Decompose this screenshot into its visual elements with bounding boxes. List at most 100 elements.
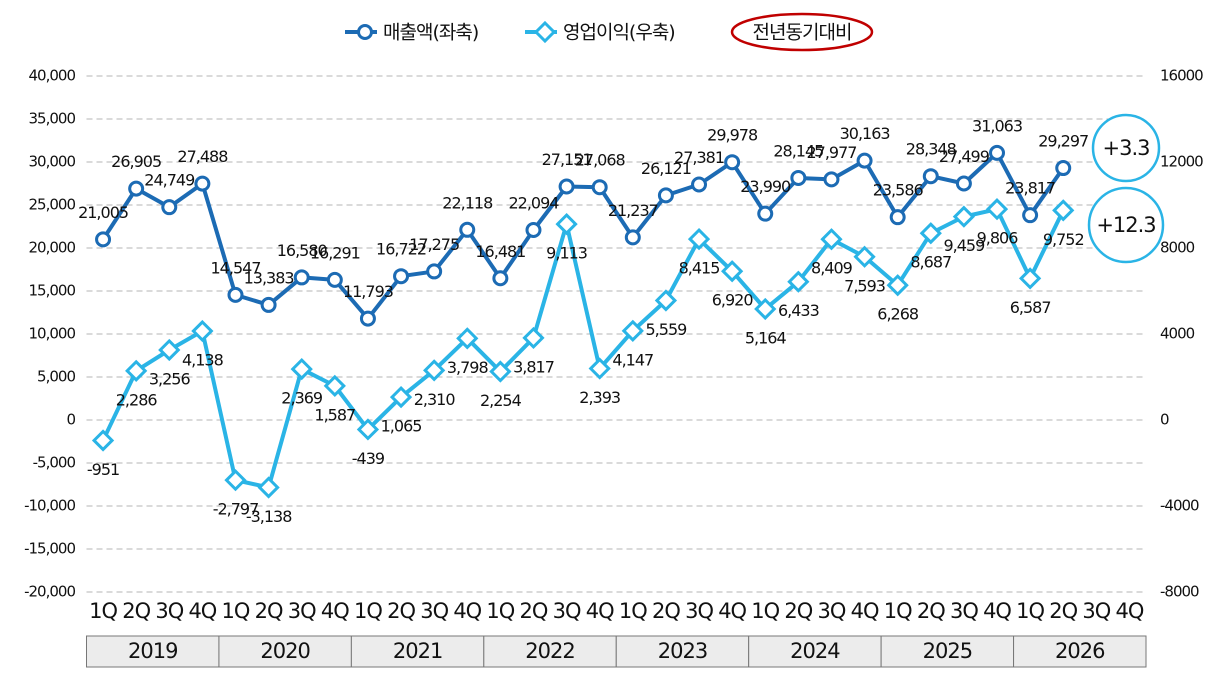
x-tick-label: 4Q (321, 599, 349, 623)
data-point (757, 205, 774, 222)
data-label: 27,068 (575, 151, 626, 170)
data-label: 16,580 (277, 241, 328, 260)
data-label: 26,905 (111, 152, 161, 171)
annotation: +12.3 (1096, 213, 1155, 237)
data-label: 27,151 (542, 150, 592, 169)
data-label: 9,113 (546, 244, 587, 263)
data-point (820, 228, 843, 251)
y-tick-label: 40,000 (29, 67, 76, 85)
data-label: 28,348 (906, 140, 957, 159)
data-point (125, 359, 148, 382)
data-label: 23,817 (1005, 179, 1055, 198)
data-label: 9,806 (977, 229, 1019, 248)
annotation-frame (1087, 186, 1165, 264)
year-label: 2026 (1055, 639, 1105, 663)
data-point (290, 357, 313, 381)
data-label: 2,369 (281, 389, 323, 408)
legend-label: 매출액(좌축) (383, 22, 478, 44)
data-point (621, 319, 644, 342)
data-label: 9,459 (943, 236, 985, 255)
x-tick-label: 2Q (122, 599, 150, 623)
x-tick-label: 1Q (222, 599, 250, 623)
data-point (91, 429, 115, 452)
data-point (356, 418, 380, 441)
data-point (1055, 160, 1072, 177)
x-tick-label: 1Q (751, 599, 779, 623)
x-tick-label: 4Q (851, 599, 879, 623)
data-point (591, 179, 608, 196)
data-label: 27,977 (806, 143, 856, 162)
x-tick-label: 4Q (586, 599, 614, 623)
data-label: 16,481 (475, 242, 525, 261)
data-point (323, 374, 346, 398)
data-label: 22,118 (442, 193, 493, 212)
data-label: 22,094 (508, 193, 559, 212)
data-point (194, 175, 211, 192)
data-label: 6,433 (778, 301, 819, 320)
data-point (787, 270, 810, 293)
data-label: 27,381 (674, 148, 724, 167)
data-label: 28,145 (773, 141, 823, 160)
data-point (260, 296, 277, 313)
y2-tick-label: 16000 (1160, 67, 1203, 85)
y2-tick-label: -4000 (1160, 497, 1199, 515)
y-tick-label: -15,000 (24, 540, 75, 558)
year-label: 2021 (393, 639, 442, 663)
data-point (459, 221, 476, 238)
x-tick-label: 4Q (453, 599, 481, 623)
data-point (721, 260, 744, 283)
data-label: 2,393 (579, 388, 620, 407)
year-label: 2019 (128, 639, 177, 663)
x-tick-label: 1Q (619, 599, 647, 623)
data-point (985, 198, 1009, 221)
data-point (886, 274, 909, 297)
x-tick-label: 3Q (1082, 599, 1110, 623)
data-point (790, 169, 807, 186)
x-tick-label: 1Q (1016, 599, 1044, 623)
x-tick-label: 4Q (188, 599, 216, 623)
year-label: 2024 (790, 639, 840, 663)
data-label: 3,798 (447, 358, 489, 377)
data-label: 8,409 (811, 259, 853, 278)
year-box (483, 635, 617, 668)
data-label: 2,310 (414, 390, 456, 409)
data-point (724, 154, 741, 171)
y-tick-label: 10,000 (29, 325, 76, 343)
data-point (856, 152, 873, 169)
data-label: 11,793 (343, 282, 393, 301)
year-label: 2020 (260, 639, 309, 663)
y2-tick-label: 4000 (1160, 325, 1195, 343)
x-tick-label: 3Q (420, 599, 448, 623)
x-tick-label: 4Q (983, 599, 1011, 623)
y-tick-label: -5,000 (33, 454, 76, 472)
annotation: +3.3 (1103, 136, 1150, 160)
y2-tick-label: 0 (1160, 411, 1169, 429)
data-point (426, 263, 443, 280)
data-point (654, 289, 678, 312)
year-box (748, 635, 882, 668)
data-label: 29,978 (707, 126, 758, 145)
x-tick-label: 4Q (718, 599, 746, 623)
data-label: 31,063 (972, 116, 1022, 135)
x-tick-label: 2Q (1049, 599, 1077, 623)
x-tick-label: 2Q (387, 599, 415, 623)
legend-note-frame (730, 12, 874, 52)
y-tick-label: -10,000 (24, 497, 75, 515)
data-label: 21,005 (78, 203, 128, 222)
x-tick-label: 1Q (354, 599, 382, 623)
data-point (128, 180, 145, 197)
data-point (588, 357, 611, 380)
data-point (687, 227, 711, 251)
data-point (389, 385, 413, 409)
x-tick-label: 4Q (1116, 599, 1144, 623)
data-point (853, 245, 876, 268)
x-tick-label: 3Q (685, 599, 713, 623)
data-point (889, 209, 906, 226)
x-tick-label: 2Q (917, 599, 945, 623)
x-tick-label: 2Q (520, 599, 548, 623)
data-label: 13,383 (244, 268, 294, 287)
year-box (1013, 635, 1147, 668)
data-point (293, 269, 310, 286)
data-label: -3,138 (246, 507, 292, 526)
